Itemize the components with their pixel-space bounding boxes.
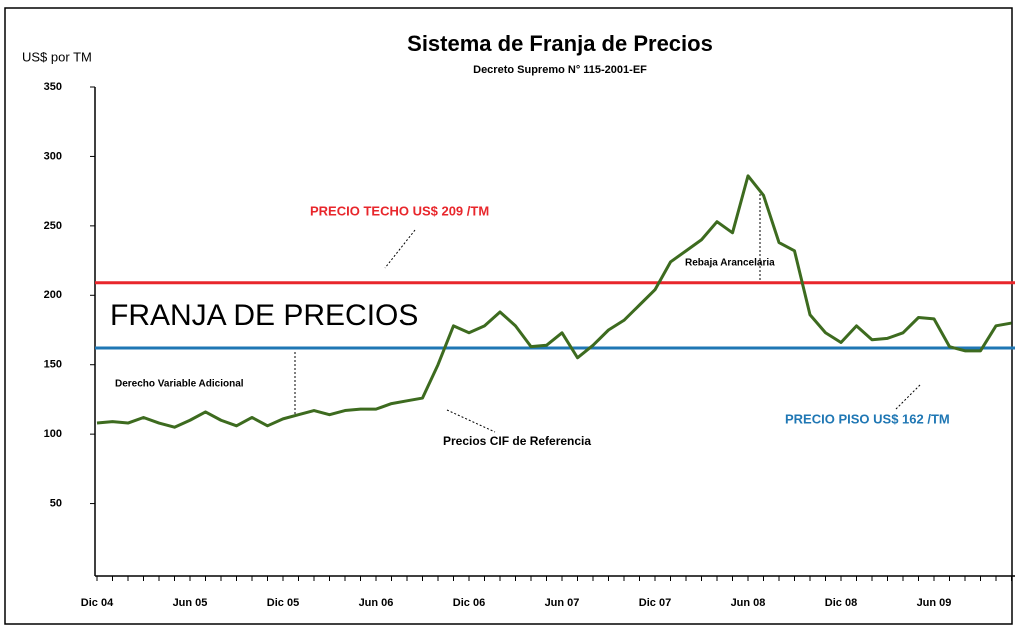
chart-title: Sistema de Franja de Precios bbox=[407, 31, 713, 56]
x-tick-label: Dic 04 bbox=[81, 597, 114, 609]
y-tick-label: 100 bbox=[44, 428, 62, 440]
annotation: Derecho Variable Adicional bbox=[115, 379, 244, 390]
data-line bbox=[96, 174, 1012, 429]
annotation: Rebaja Arancelaria bbox=[685, 258, 775, 269]
x-tick-label: Jun 05 bbox=[173, 597, 208, 609]
annotation: Precios CIF de Referencia bbox=[443, 434, 591, 448]
arrow bbox=[446, 409, 496, 433]
x-tick-label: Jun 07 bbox=[545, 597, 580, 609]
arrows bbox=[294, 190, 921, 433]
x-tick-label: Dic 06 bbox=[453, 597, 485, 609]
frame bbox=[4, 7, 1013, 625]
y-tick-label: 150 bbox=[44, 359, 62, 371]
chart-subtitle: Decreto Supremo N° 115-2001-EF bbox=[473, 64, 647, 76]
x-tick-label: Jun 08 bbox=[731, 597, 766, 609]
annotation: FRANJA DE PRECIOS bbox=[110, 299, 418, 332]
y-tick-label: 50 bbox=[50, 497, 62, 509]
x-tick-label: Jun 09 bbox=[917, 597, 952, 609]
y-tick-label: 300 bbox=[44, 150, 62, 162]
reference-label: PRECIO TECHO US$ 209 /TM bbox=[310, 203, 489, 218]
y-tick-label: 200 bbox=[44, 289, 62, 301]
reference-label: PRECIO PISO US$ 162 /TM bbox=[785, 411, 950, 426]
y-tick-label: 250 bbox=[44, 220, 62, 232]
x-tick-label: Dic 07 bbox=[639, 597, 671, 609]
arrow bbox=[384, 229, 416, 269]
y-axis-label: US$ por TM bbox=[22, 49, 92, 64]
x-tick-label: Dic 08 bbox=[825, 597, 857, 609]
x-tick-label: Jun 06 bbox=[359, 597, 394, 609]
x-tick-label: Dic 05 bbox=[267, 597, 299, 609]
arrow bbox=[894, 384, 921, 411]
y-tick-label: 350 bbox=[44, 81, 62, 93]
